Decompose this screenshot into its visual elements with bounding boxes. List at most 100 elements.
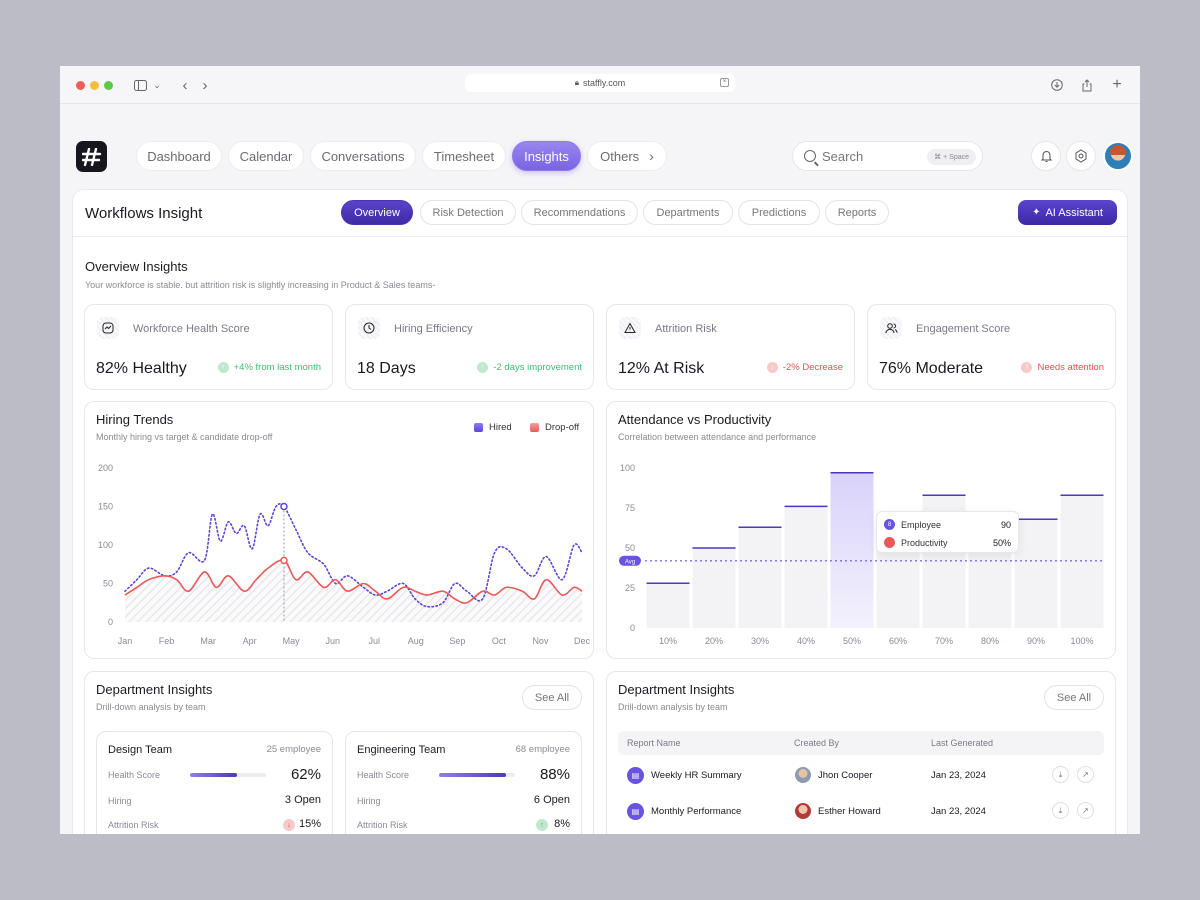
minimize-window-button[interactable] — [90, 81, 99, 90]
tooltip-employee-label: Employee — [901, 520, 942, 530]
tab-departments[interactable]: Departments — [643, 200, 733, 225]
nav-insights[interactable]: Insights — [512, 141, 581, 171]
average-label: Avg — [625, 559, 635, 565]
column-header[interactable]: Last Generated — [931, 738, 994, 748]
user-avatar[interactable] — [1103, 141, 1133, 171]
see-all-button[interactable]: See All — [1044, 685, 1104, 710]
team-name: Design Team — [108, 744, 172, 756]
x-tick-label: 90% — [1027, 636, 1045, 646]
bar — [646, 583, 690, 628]
health-value: 62% — [290, 766, 321, 783]
nav-dashboard[interactable]: Dashboard — [136, 141, 222, 171]
hiring-label: Hiring — [357, 796, 381, 806]
nav-conversations[interactable]: Conversations — [310, 141, 416, 171]
nav-label: Calendar — [239, 148, 293, 164]
chevron-down-icon[interactable]: ⌄ — [153, 79, 161, 90]
search-icon — [804, 150, 816, 162]
bar — [1060, 495, 1104, 628]
app-logo[interactable] — [76, 141, 107, 172]
stat-value: 12% At Risk — [618, 360, 705, 377]
health-value: 88% — [539, 766, 570, 783]
team-card-engineering[interactable]: Engineering Team 68 employee Health Scor… — [345, 731, 582, 834]
x-tick-label: Oct — [492, 636, 507, 646]
stat-change: ↓ -2% Decrease — [766, 362, 843, 373]
close-window-button[interactable] — [76, 81, 85, 90]
open-icon[interactable]: ↗ — [1077, 802, 1094, 819]
tab-recommendations[interactable]: Recommendations — [521, 200, 638, 225]
tab-overview[interactable]: Overview — [341, 200, 413, 225]
bar — [1014, 519, 1058, 628]
forward-icon[interactable]: › — [202, 76, 208, 94]
new-tab-icon[interactable]: + — [1112, 76, 1122, 93]
table-row[interactable]: ▤ Weekly HR Summary Jhon Cooper Jan 23, … — [618, 761, 1104, 789]
dept-title: Department Insights — [96, 682, 213, 697]
nav-label: Dashboard — [147, 148, 211, 164]
nav-calendar[interactable]: Calendar — [228, 141, 304, 171]
tab-predictions[interactable]: Predictions — [738, 200, 820, 225]
creator-name: Jhon Cooper — [818, 770, 873, 781]
department-insights-teams: Department Insights Drill-down analysis … — [84, 671, 594, 834]
legend-swatch — [474, 423, 483, 432]
nav-timesheet[interactable]: Timesheet — [422, 141, 506, 171]
avatar — [795, 767, 811, 783]
health-bar — [439, 773, 515, 777]
url-bar[interactable]: 🔒︎ staffly.com × — [465, 74, 735, 92]
tooltip-productivity-value: 50% — [992, 538, 1011, 548]
tooltip-productivity-label: Productivity — [901, 538, 948, 548]
legend-label: Drop-off — [545, 422, 580, 433]
stat-label: Hiring Efficiency — [394, 323, 473, 335]
back-icon[interactable]: ‹ — [182, 76, 188, 94]
x-tick-label: 30% — [751, 636, 769, 646]
x-tick-label: 40% — [797, 636, 815, 646]
download-icon[interactable]: ⤓ — [1052, 802, 1069, 819]
hiring-value: 6 Open — [533, 794, 570, 806]
nav-others[interactable]: Others › — [587, 141, 667, 171]
search-shortcut: ⌘ + Space — [927, 149, 976, 165]
see-all-button[interactable]: See All — [522, 685, 582, 710]
y-tick-label: 75 — [625, 503, 635, 513]
y-tick-label: 50 — [625, 543, 635, 553]
y-tick-label: 50 — [103, 579, 113, 589]
browser-titlebar: ⌄ ‹ › 🔒︎ staffly.com × + — [60, 66, 1140, 104]
download-icon[interactable] — [1048, 76, 1066, 94]
column-header[interactable]: Report Name — [627, 738, 681, 748]
notifications-button[interactable] — [1031, 141, 1061, 171]
avatar — [795, 803, 811, 819]
team-card-design[interactable]: Design Team 25 employee Health Score 62%… — [96, 731, 333, 834]
table-row[interactable]: ▤ Monthly Performance Esther Howard Jan … — [618, 797, 1104, 825]
column-header[interactable]: Created By — [794, 738, 840, 748]
gear-icon — [1075, 149, 1087, 163]
report-icon: ▤ — [627, 803, 644, 820]
tab-reports[interactable]: Reports — [825, 200, 889, 225]
page-title: Workflows Insight — [85, 205, 203, 222]
y-tick-label: 100 — [98, 540, 113, 550]
x-tick-label: 20% — [705, 636, 723, 646]
share-icon[interactable] — [1078, 76, 1096, 94]
stat-value: 82% Healthy — [96, 360, 187, 377]
tooltip-employee-icon: 8 — [884, 519, 895, 530]
bar — [692, 548, 736, 628]
open-icon[interactable]: ↗ — [1077, 766, 1094, 783]
reader-icon[interactable]: × — [720, 78, 729, 87]
last-generated: Jan 23, 2024 — [931, 770, 986, 781]
tab-risk-detection[interactable]: Risk Detection — [420, 200, 516, 225]
ai-assistant-button[interactable]: ✦ AI Assistant — [1018, 200, 1117, 225]
risk-label: Attrition Risk — [357, 820, 408, 830]
overview-subtitle: Your workforce is stable. but attrition … — [85, 280, 436, 290]
y-tick-label: 200 — [98, 463, 113, 473]
download-icon[interactable]: ⤓ — [1052, 766, 1069, 783]
series-line-dropoff — [124, 559, 583, 604]
warning-icon — [619, 317, 641, 339]
settings-button[interactable] — [1066, 141, 1096, 171]
health-bar-fill — [190, 773, 238, 777]
search-input[interactable]: Search ⌘ + Space — [792, 141, 983, 171]
maximize-window-button[interactable] — [104, 81, 113, 90]
bell-icon — [1040, 151, 1052, 162]
x-tick-label: 10% — [659, 636, 677, 646]
tab-label: Departments — [656, 206, 720, 219]
sidebar-toggle-icon[interactable] — [131, 76, 149, 94]
tooltip-productivity-icon — [884, 537, 895, 548]
series-line-hired — [124, 503, 583, 608]
risk-value: 15% — [298, 818, 321, 830]
creator-name: Esther Howard — [818, 806, 881, 817]
